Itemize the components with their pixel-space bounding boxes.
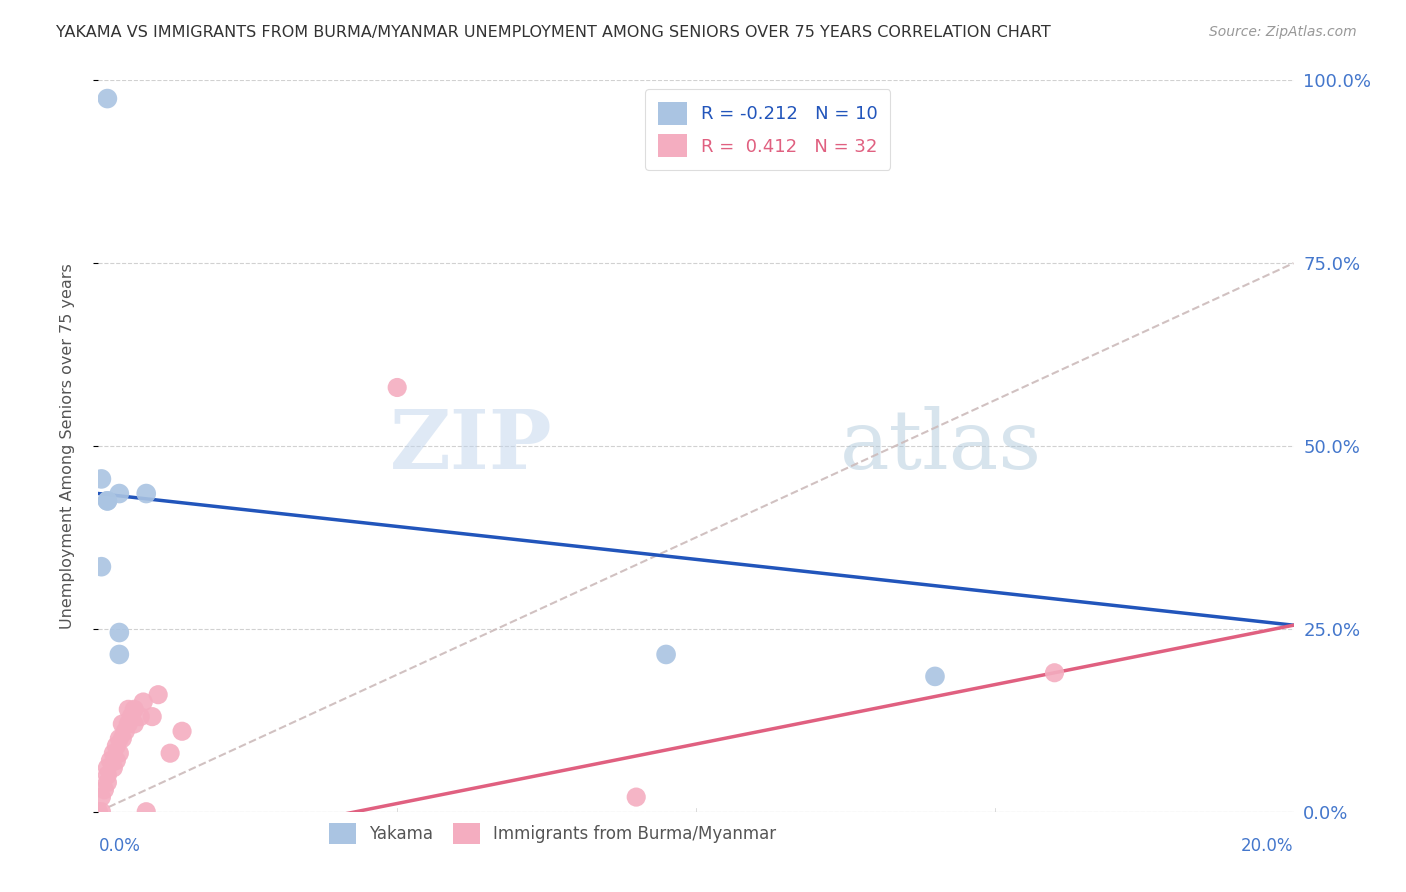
Y-axis label: Unemployment Among Seniors over 75 years: Unemployment Among Seniors over 75 years (60, 263, 75, 629)
Point (108, 648, 131, 662)
Point (96, 768, 118, 782)
Point (96, 494, 118, 508)
Point (105, 754, 128, 768)
Point (172, 724, 194, 739)
Point (103, 746, 125, 760)
Point (655, 648, 678, 662)
Point (108, 746, 131, 760)
Point (120, 709, 142, 723)
Point (103, 761, 125, 775)
Point (108, 625, 131, 640)
Point (105, 739, 128, 753)
Point (924, 669, 946, 683)
Point (124, 717, 146, 731)
Point (96, 494, 118, 508)
Point (117, 702, 139, 716)
Point (129, 709, 152, 723)
Point (90, 805, 112, 819)
Legend: Yakama, Immigrants from Burma/Myanmar: Yakama, Immigrants from Burma/Myanmar (322, 816, 783, 851)
Point (385, 380, 409, 394)
Point (135, 805, 157, 819)
Point (626, 790, 648, 805)
Point (159, 746, 181, 760)
Point (1043, 665, 1066, 680)
Point (90, 790, 112, 805)
Point (96, 761, 118, 775)
Point (132, 695, 155, 709)
Text: 20.0%: 20.0% (1241, 838, 1294, 855)
Point (135, 486, 157, 500)
Point (96, 92, 118, 106)
Text: 0.0%: 0.0% (98, 838, 141, 855)
Point (124, 702, 146, 716)
Text: ZIP: ZIP (389, 406, 553, 486)
Point (108, 731, 131, 746)
Point (114, 724, 136, 739)
Point (117, 717, 139, 731)
Point (108, 486, 131, 500)
Text: atlas: atlas (839, 406, 1042, 486)
Point (98, 754, 122, 768)
Point (141, 709, 163, 723)
Point (93, 782, 115, 797)
Point (90, 472, 112, 486)
Text: YAKAMA VS IMMIGRANTS FROM BURMA/MYANMAR UNEMPLOYMENT AMONG SENIORS OVER 75 YEARS: YAKAMA VS IMMIGRANTS FROM BURMA/MYANMAR … (56, 25, 1052, 40)
Point (111, 717, 134, 731)
Text: Source: ZipAtlas.com: Source: ZipAtlas.com (1209, 25, 1357, 39)
Point (148, 688, 170, 702)
Point (87, 805, 110, 819)
Point (111, 731, 134, 746)
Point (96, 775, 118, 789)
Point (90, 559, 112, 574)
